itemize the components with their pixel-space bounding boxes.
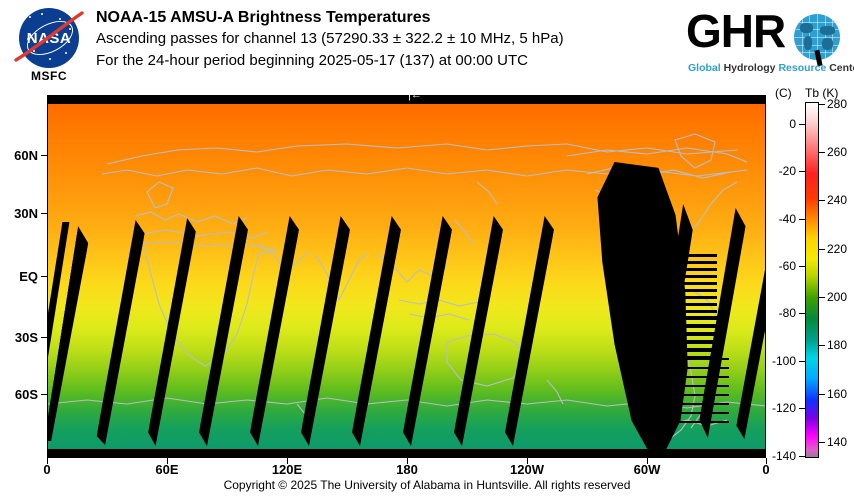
y-tick — [41, 276, 47, 277]
colorbar-tick-k — [819, 297, 825, 298]
x-tick-label: 0 — [762, 462, 770, 477]
colorbar-label-c: -40 — [778, 212, 796, 226]
colorbar-label-c: -20 — [778, 164, 796, 178]
colorbar-label-c: 0 — [789, 117, 796, 131]
partial-scan-stripes — [655, 358, 729, 428]
colorbar-tick-c — [799, 361, 806, 362]
colorbar-label-c: -100 — [771, 354, 796, 368]
colorbar-tick-k — [819, 345, 825, 346]
ghrc-tagline-word-resource: Resource — [778, 62, 830, 74]
plot-bottom-margin — [47, 449, 766, 458]
subtitle-period: For the 24-hour period beginning 2025-05… — [96, 52, 528, 69]
x-tick-label: 120W — [510, 462, 544, 477]
page-header: NASA MSFC NOAA-15 AMSU-A Brightness Temp… — [0, 0, 854, 92]
ghrc-logo: GHR Global Hydrology Resource Center — [686, 5, 854, 80]
colorbar-label-k: 240 — [827, 193, 848, 207]
ghrc-tagline-word-global: Global — [688, 62, 724, 74]
page-title: NOAA-15 AMSU-A Brightness Temperatures — [96, 9, 431, 26]
x-tick-label: 180 — [396, 462, 418, 477]
colorbar-tick-k — [819, 152, 825, 153]
colorbar-tick-k — [819, 442, 825, 443]
title-block: NOAA-15 AMSU-A Brightness Temperatures A… — [96, 8, 676, 72]
x-tick — [47, 458, 48, 464]
y-tick — [41, 213, 47, 214]
colorbar-tick-c — [799, 219, 806, 220]
y-tick — [41, 155, 47, 156]
x-tick — [287, 458, 288, 464]
partial-scan-stripes — [651, 316, 721, 358]
x-tick-label: 120E — [271, 462, 303, 477]
y-tick-label: EQ — [19, 269, 38, 284]
colorbar-tick-c — [799, 456, 806, 457]
colorbar-label-c: -80 — [778, 306, 796, 320]
colorbar-units-celsius: (C) — [775, 86, 792, 100]
colorbar-label-k: 200 — [827, 290, 848, 304]
colorbar-label-c: -140 — [771, 449, 796, 463]
plot-top-margin — [47, 95, 766, 104]
copyright-notice: Copyright © 2025 The University of Alaba… — [223, 478, 631, 492]
x-tick — [527, 458, 528, 464]
y-tick — [41, 337, 47, 338]
ghrc-wordmark: GHR — [686, 5, 786, 57]
brightness-temperature-field[interactable] — [47, 104, 766, 449]
colorbar-tick-c — [799, 266, 806, 267]
x-tick-label: 60W — [633, 462, 661, 477]
colorbar-tick-k — [819, 200, 825, 201]
colorbar-label-k: 280 — [827, 97, 848, 111]
colorbar-tick-c — [799, 124, 806, 125]
y-tick — [41, 394, 47, 395]
colorbar-label-k: 160 — [827, 387, 848, 401]
colorbar-tick-c — [799, 408, 806, 409]
y-tick-label: 30N — [14, 206, 38, 221]
ghrc-tagline: Global Hydrology Resource Center — [688, 62, 854, 74]
nasa-swoosh-icon — [14, 11, 84, 62]
y-tick-label: 30S — [14, 330, 38, 345]
nasa-msfc-logo: NASA MSFC — [10, 6, 88, 90]
y-tick-label: 60N — [14, 148, 38, 163]
colorbar-tick-c — [799, 313, 806, 314]
x-tick — [167, 458, 168, 464]
partial-scan-stripes — [655, 254, 717, 314]
ghrc-tagline-word-center: Center — [829, 62, 854, 74]
colorbar-label-c: -60 — [778, 259, 796, 273]
colorbar[interactable] — [805, 102, 819, 458]
colorbar-tick-k — [819, 394, 825, 395]
x-tick — [647, 458, 648, 464]
colorbar-units-kelvin: Tb (K) — [805, 86, 839, 100]
colorbar-label-k: 260 — [827, 145, 848, 159]
y-tick-label: 60S — [14, 387, 38, 402]
colorbar-label-k: 140 — [827, 435, 848, 449]
colorbar-label-k: 180 — [827, 338, 848, 352]
ghrc-tagline-word-hydrology: Hydrology — [723, 62, 779, 74]
x-tick — [766, 458, 767, 464]
colorbar-tick-k — [819, 249, 825, 250]
subtitle-channel: Ascending passes for channel 13 (57290.3… — [96, 30, 564, 47]
x-tick — [407, 458, 408, 464]
colorbar-label-k: 220 — [827, 242, 848, 256]
colorbar-label-c: -120 — [771, 401, 796, 415]
nasa-insignia-icon: NASA — [19, 8, 79, 68]
ascending-node-marker-icon: |← — [408, 89, 422, 101]
colorbar-tick-c — [799, 171, 806, 172]
x-tick-label: 0 — [43, 462, 51, 477]
map-plot-area[interactable] — [47, 95, 766, 458]
x-tick-label: 60E — [155, 462, 179, 477]
nasa-center-label: MSFC — [31, 69, 67, 83]
colorbar-tick-k — [819, 104, 825, 105]
